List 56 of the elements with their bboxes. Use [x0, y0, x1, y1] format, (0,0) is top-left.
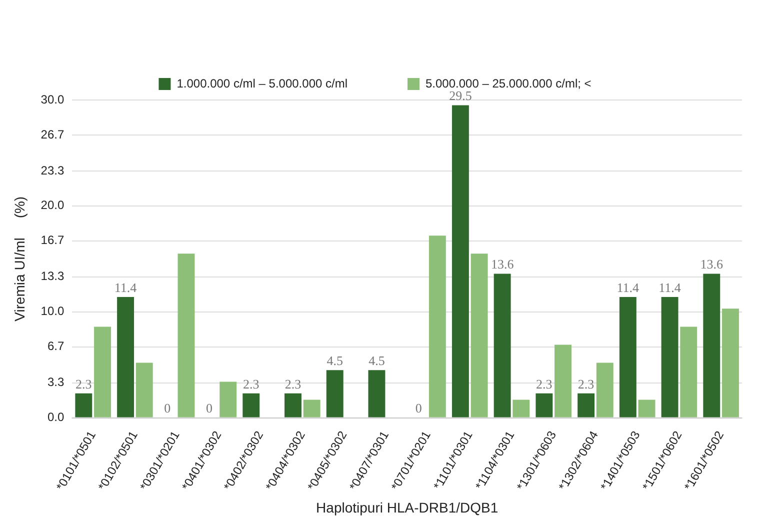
y-tick-label: 16.7 — [40, 233, 64, 248]
data-label: 2.3 — [284, 376, 302, 392]
bar — [680, 326, 698, 418]
data-label: 0 — [206, 400, 213, 416]
data-label: 2.3 — [76, 376, 92, 392]
y-tick-label: 23.3 — [40, 163, 64, 178]
bar — [470, 254, 488, 418]
bar — [428, 236, 446, 418]
data-label: 0 — [164, 400, 171, 416]
y-tick-label: 26.7 — [40, 127, 64, 142]
bar — [494, 274, 511, 418]
bar — [554, 344, 572, 418]
y-tick-label: 13.3 — [40, 269, 64, 284]
bar — [326, 370, 344, 418]
legend-label: 1.000.000 c/ml – 5.000.000 c/ml — [176, 76, 348, 90]
y-tick-label: 10.0 — [40, 304, 64, 318]
legend-label: 5.000.000 – 25.000.000 c/ml; < — [425, 76, 592, 90]
bar — [722, 308, 739, 418]
data-label: 2.3 — [536, 376, 552, 392]
y-tick-label: 6.7 — [47, 339, 64, 354]
data-label: 11.4 — [616, 280, 640, 295]
y-axis-title: Viremia UI/ml (%) — [11, 196, 28, 322]
data-label: 13.6 — [490, 256, 514, 272]
data-label: 11.4 — [658, 280, 682, 295]
bar — [117, 297, 134, 418]
bar — [452, 105, 469, 418]
y-tick-label: 3.3 — [47, 375, 64, 390]
bar — [536, 393, 553, 418]
bar — [284, 393, 302, 418]
bar — [578, 393, 595, 418]
bar — [242, 393, 260, 418]
bar — [703, 274, 720, 418]
data-label: 4.5 — [326, 353, 343, 368]
bar — [512, 400, 530, 418]
data-label: 13.6 — [700, 256, 724, 272]
bar — [368, 370, 386, 418]
x-axis-title: Haplotipuri HLA-DRB1/DQB1 — [316, 499, 498, 516]
data-label: 29.5 — [449, 88, 472, 104]
bar — [303, 400, 320, 418]
y-tick-label: 0.0 — [47, 410, 64, 424]
y-tick-label: 20.0 — [40, 198, 64, 212]
bar — [94, 326, 111, 418]
data-label: 4.5 — [368, 353, 385, 368]
bar — [136, 362, 153, 418]
bar — [178, 254, 195, 418]
data-label: 2.3 — [243, 376, 260, 392]
bar — [638, 400, 656, 418]
bar — [596, 362, 614, 418]
bar — [619, 297, 636, 418]
y-tick-label: 30.0 — [40, 92, 64, 106]
data-label: 11.4 — [114, 280, 138, 295]
bar — [661, 297, 678, 418]
bar — [220, 382, 237, 418]
bar — [75, 393, 92, 418]
data-label: 0 — [415, 400, 422, 416]
data-label: 2.3 — [578, 376, 594, 392]
